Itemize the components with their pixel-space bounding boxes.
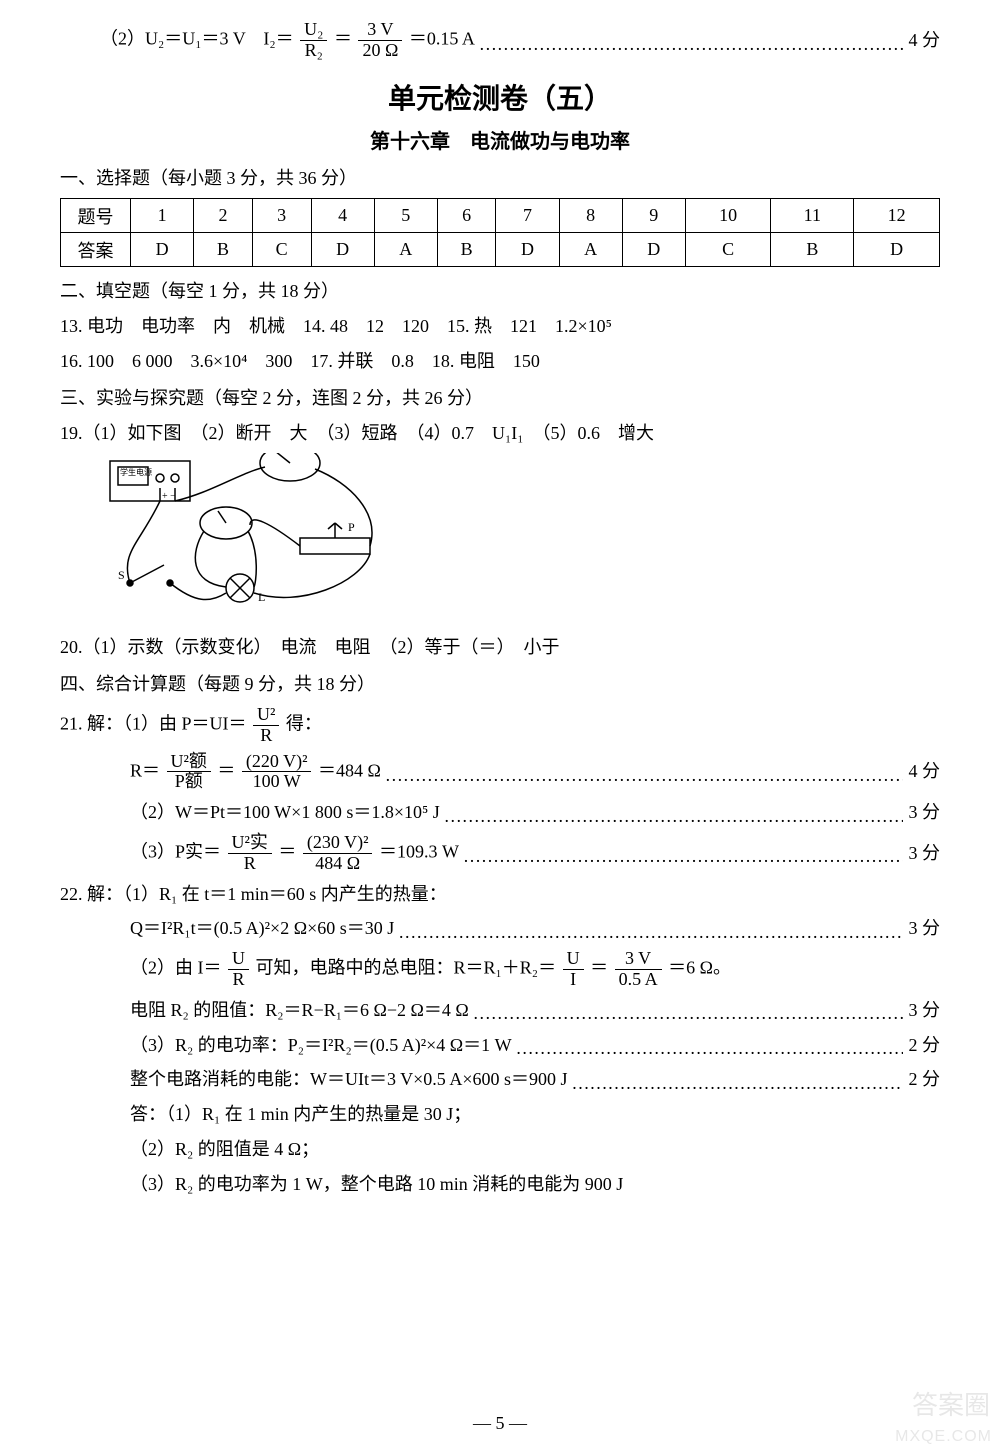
score: 3 分 [903,914,941,943]
ans: A [559,233,622,267]
ans: D [496,233,559,267]
col: 9 [622,199,685,233]
ans: D [622,233,685,267]
page-number: — 5 — [0,1413,1000,1434]
score: 2 分 [903,1031,941,1060]
col: 8 [559,199,622,233]
top-equation: （2）U₂＝U₁＝3 V I₂＝ U₂ R₂ ＝ 3 V 20 Ω ＝0.15 … [60,20,940,61]
answer-table: 题号 1 2 3 4 5 6 7 8 9 10 11 12 答案 D B C D… [60,198,940,267]
score: 3 分 [903,798,941,827]
fraction: U₂ R₂ [300,20,327,61]
q22-line4: 电阻 R₂ 的阻值：R₂＝R−R₁＝6 Ω−2 Ω＝4 Ω 3 分 [60,996,940,1025]
q22-line3: （2）由 I＝ UR 可知，电路中的总电阻：R＝R₁＋R₂＝ UI ＝ 3 V0… [60,949,940,990]
q22-answer3: （3）R₂ 的电功率为 1 W，整个电路 10 min 消耗的电能为 900 J [60,1170,940,1199]
text: （2）U₂＝U₁＝3 V I₂＝ [100,28,294,48]
svg-text:S: S [118,568,125,582]
q21-line1: 21. 解：（1）由 P＝UI＝ U² R 得： [60,705,940,746]
q21-line4: （3）P实＝ U²实R ＝ (230 V)²484 Ω ＝109.3 W 3 分 [60,833,940,874]
leader-dots [567,1069,902,1091]
section-3-head: 三、实验与探究题（每空 2 分，连图 2 分，共 26 分） [60,384,940,413]
ans: D [854,233,940,267]
col: 1 [131,199,194,233]
leader-dots [512,1034,903,1056]
svg-text:L: L [258,590,265,604]
score: 3 分 [903,839,941,868]
score: 2 分 [903,1065,941,1094]
ans: C [252,233,311,267]
leader-dots [459,842,903,864]
q21-line3: （2）W＝Pt＝100 W×1 800 s＝1.8×10⁵ J 3 分 [60,798,940,827]
leader-dots [381,761,903,783]
page-subtitle: 第十六章 电流做功与电功率 [60,125,940,154]
section-4-head: 四、综合计算题（每题 9 分，共 18 分） [60,670,940,699]
fraction: 3 V 20 Ω [358,20,402,61]
page-title: 单元检测卷（五） [60,77,940,117]
ans: B [437,233,496,267]
section-1-head: 一、选择题（每小题 3 分，共 36 分） [60,164,940,193]
q22-answer1: 答：（1）R₁ 在 1 min 内产生的热量是 30 J； [60,1100,940,1129]
q22-line2: Q＝I²R₁t＝(0.5 A)²×2 Ω×60 s＝30 J 3 分 [60,914,940,943]
svg-text:P: P [348,520,355,534]
header-cell: 答案 [61,233,131,267]
leader-dots [394,918,902,940]
ans: D [311,233,374,267]
col: 7 [496,199,559,233]
col: 2 [194,199,253,233]
ans: D [131,233,194,267]
ans: A [374,233,437,267]
col: 6 [437,199,496,233]
q22-answer2: （2）R₂ 的阻值是 4 Ω； [60,1135,940,1164]
col: 3 [252,199,311,233]
table-row: 答案 D B C D A B D A D C B D [61,233,940,267]
col: 4 [311,199,374,233]
watermark: 答案圈 [912,1385,990,1422]
col: 10 [685,199,771,233]
answer-line: 19.（1）如下图 （2）断开 大 （3）短路 （4）0.7 U₁I₁ （5）0… [60,419,940,448]
score: 4 分 [903,757,941,786]
answer-line: 16. 100 6 000 3.6×10⁴ 300 17. 并联 0.8 18.… [60,347,940,376]
svg-text:+ −: + − [162,491,176,502]
col: 5 [374,199,437,233]
score: 3 分 [903,996,941,1025]
leader-dots [475,30,903,52]
q22-line1: 22. 解：（1）R₁ 在 t＝1 min＝60 s 内产生的热量： [60,880,940,909]
fraction: U² R [253,705,279,746]
section-2-head: 二、填空题（每空 1 分，共 18 分） [60,277,940,306]
svg-text:学生电源: 学生电源 [120,467,152,477]
ans: C [685,233,771,267]
circuit-diagram: P S L 学生电源 + − [100,453,400,623]
leader-dots [469,999,903,1021]
ans: B [194,233,253,267]
table-row: 题号 1 2 3 4 5 6 7 8 9 10 11 12 [61,199,940,233]
ans: B [771,233,854,267]
header-cell: 题号 [61,199,131,233]
q22-line6: 整个电路消耗的电能：W＝UIt＝3 V×0.5 A×600 s＝900 J 2 … [60,1065,940,1094]
score: 4 分 [903,26,941,55]
col: 12 [854,199,940,233]
answer-line: 13. 电功 电功率 内 机械 14. 48 12 120 15. 热 121 … [60,312,940,341]
q21-line2: R＝ U²额P额 ＝ (220 V)²100 W ＝484 Ω 4 分 [60,752,940,793]
watermark-url: MXQE.COM [895,1428,992,1446]
leader-dots [440,802,903,824]
answer-line: 20.（1）示数（示数变化） 电流 电阻 （2）等于（＝） 小于 [60,633,940,662]
col: 11 [771,199,854,233]
q22-line5: （3）R₂ 的电功率：P₂＝I²R₂＝(0.5 A)²×4 Ω＝1 W 2 分 [60,1031,940,1060]
